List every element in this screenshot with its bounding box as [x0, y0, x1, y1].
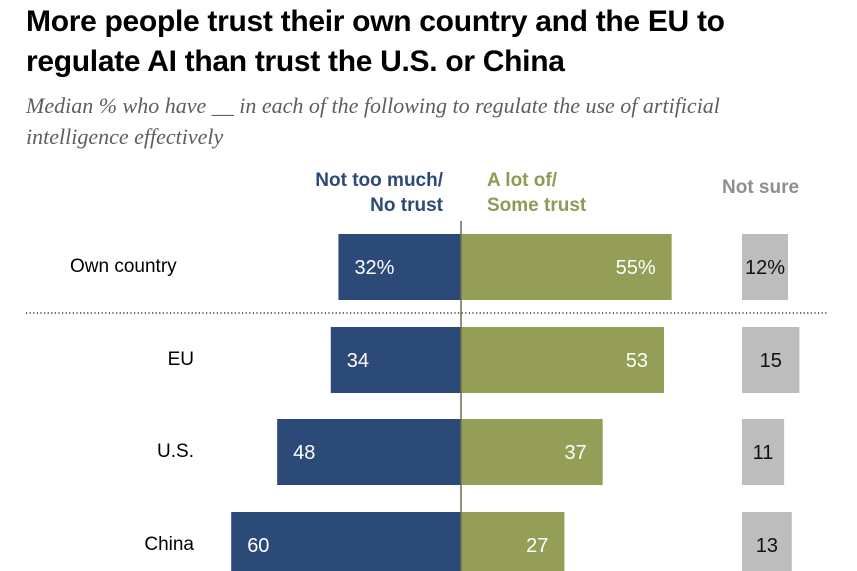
- label-no-trust-china: 60: [247, 535, 269, 557]
- label-some-trust-china: 27: [526, 535, 548, 557]
- bar-not-sure-own-country: [742, 234, 788, 300]
- chart-title: More people trust their own country and …: [26, 5, 725, 78]
- label-some-trust-u-s: 37: [564, 442, 586, 464]
- category-label-u-s: U.S.: [157, 441, 194, 462]
- label-not-sure-own-country: 12%: [745, 257, 785, 279]
- legend-no-trust: Not too much/ No trust: [315, 168, 443, 218]
- label-not-sure-eu: 15: [760, 350, 782, 372]
- category-label-china: China: [144, 534, 194, 555]
- label-no-trust-eu: 34: [347, 350, 369, 372]
- bar-no-trust-china: [231, 512, 461, 571]
- category-label-own-country: Own country: [70, 256, 177, 277]
- label-no-trust-own-country: 32%: [354, 257, 394, 279]
- label-not-sure-u-s: 11: [753, 442, 774, 464]
- bar-no-trust-eu: [330, 327, 461, 393]
- bar-some-trust-u-s: [461, 419, 603, 485]
- legend-not-sure-line1: Not sure: [722, 177, 800, 198]
- bar-some-trust-eu: [461, 327, 664, 393]
- bar-some-trust-own-country: [461, 234, 672, 300]
- bar-not-sure-u-s: [742, 419, 785, 485]
- category-label-eu: EU: [167, 349, 194, 370]
- legend-not-sure: Not sure: [722, 175, 799, 200]
- bar-not-sure-eu: [742, 327, 800, 393]
- bar-no-trust-own-country: [338, 234, 461, 300]
- bar-not-sure-china: [742, 512, 792, 571]
- bar-some-trust-china: [461, 512, 565, 571]
- label-no-trust-u-s: 48: [293, 442, 315, 464]
- label-some-trust-own-country: 55%: [616, 257, 656, 279]
- legend-no-trust-line2: No trust: [370, 195, 443, 216]
- chart-subtitle: Median % who have __ in each of the foll…: [26, 93, 720, 149]
- legend-some-trust-line2: Some trust: [487, 195, 587, 216]
- legend-some-trust-line1: A lot of/: [487, 170, 557, 191]
- bar-no-trust-u-s: [277, 419, 461, 485]
- legend-some-trust: A lot of/ Some trust: [487, 168, 586, 218]
- legend-no-trust-line1: Not too much/: [315, 170, 443, 191]
- label-not-sure-china: 13: [756, 535, 778, 557]
- label-some-trust-eu: 53: [626, 350, 648, 372]
